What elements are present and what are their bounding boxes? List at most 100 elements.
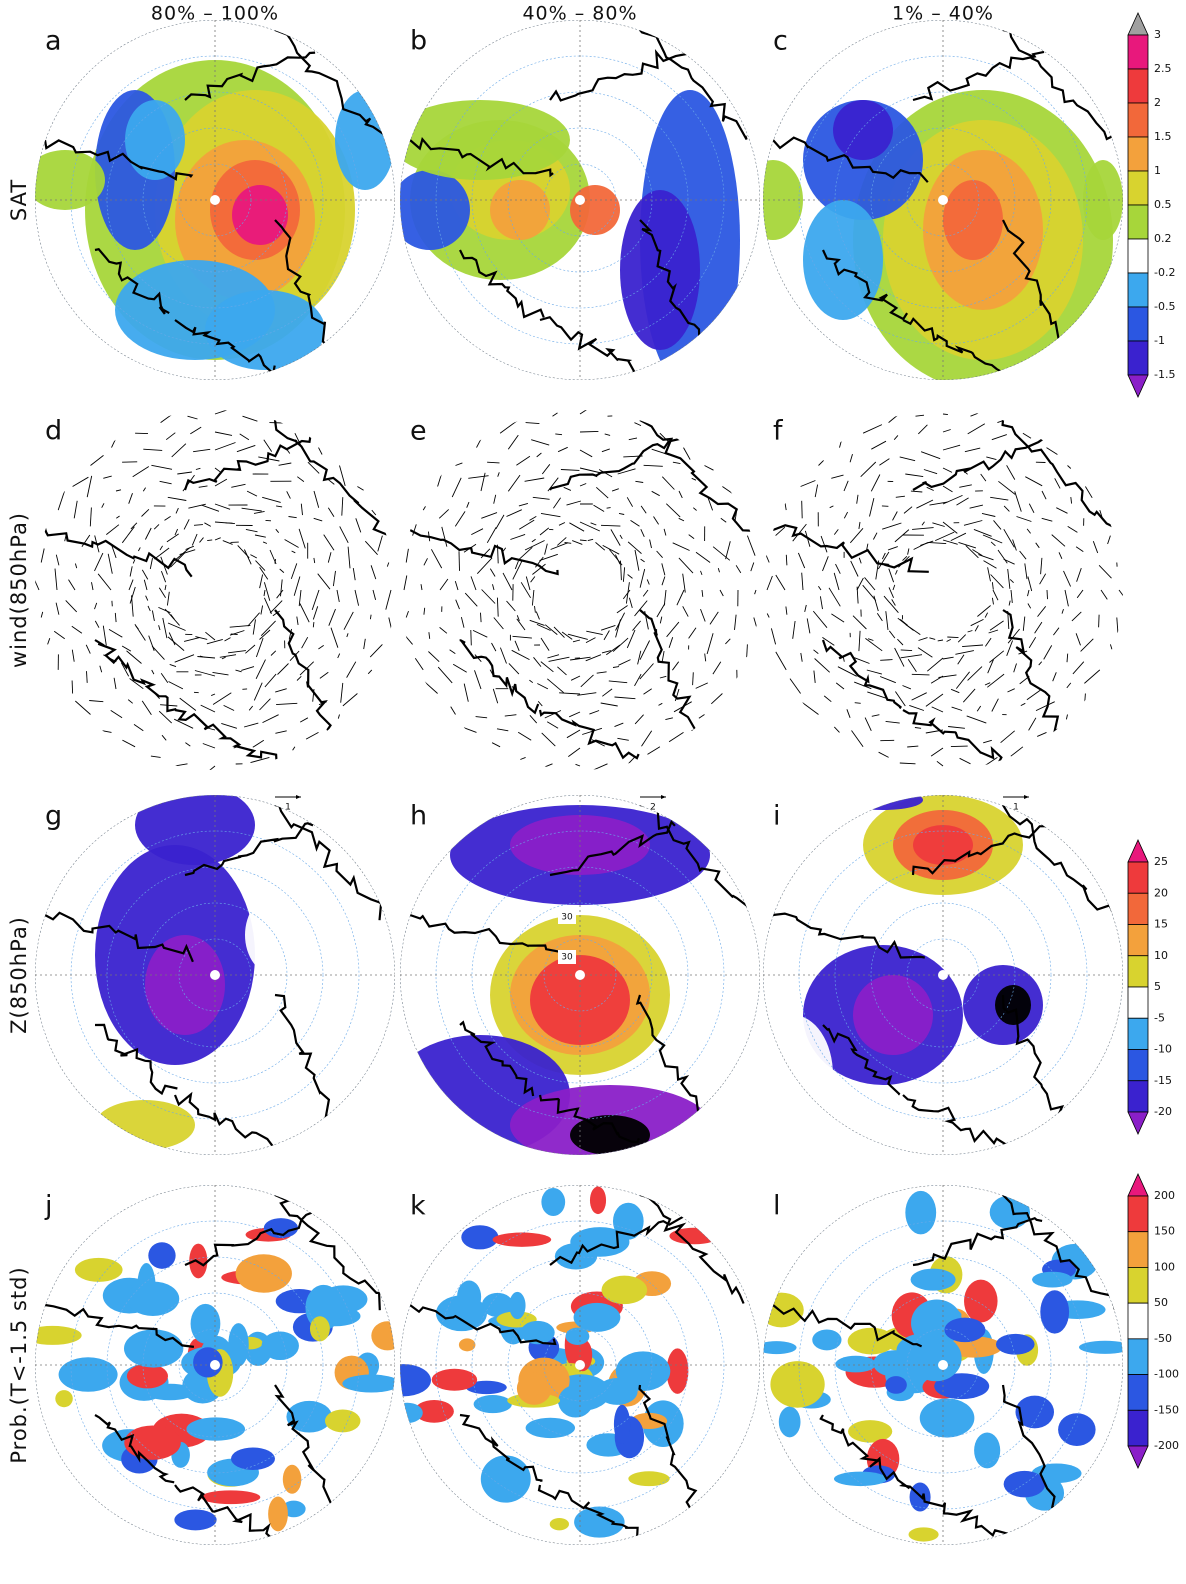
wind-vector (615, 619, 621, 638)
wind-vector (1037, 731, 1047, 737)
wind-vector (800, 480, 816, 487)
wind-vector (899, 456, 916, 462)
wind-vector (552, 412, 558, 417)
field-area (778, 1406, 801, 1438)
wind-vector (1091, 703, 1101, 712)
wind-vector (336, 589, 340, 602)
wind-vector (785, 606, 788, 615)
field-area (812, 1329, 842, 1351)
colorbar-segment (1127, 1267, 1149, 1304)
wind-vector (464, 592, 478, 607)
colorbar-segment (1127, 1409, 1149, 1447)
colorbar-segment (1127, 1231, 1149, 1268)
wind-vector (640, 505, 647, 514)
colorbar-segment (1127, 892, 1149, 925)
wind-vector (717, 452, 728, 458)
wind-vector (510, 533, 526, 540)
wind-vector (634, 673, 642, 687)
wind-vector (400, 650, 406, 664)
wind-vector (883, 399, 887, 405)
wind-vector (987, 673, 1005, 688)
wind-vector (1007, 568, 1011, 589)
wind-vector (480, 612, 482, 623)
wind-vector (865, 638, 883, 652)
wind-vector (253, 682, 263, 701)
wind-vector (1008, 600, 1011, 606)
wind-vector (169, 764, 186, 770)
wind-vector (165, 432, 176, 441)
wind-vector (932, 522, 945, 527)
wind-vector (802, 702, 819, 715)
wind-vector (1083, 693, 1086, 714)
wind-vector (926, 486, 934, 491)
wind-vector (862, 424, 883, 434)
wind-vector (887, 546, 898, 551)
wind-vector (132, 466, 150, 478)
wind-vector (214, 431, 233, 436)
wind-vector (403, 575, 408, 591)
coastline (899, 1484, 1008, 1537)
pole (210, 585, 220, 595)
wind-vector (496, 728, 509, 732)
wind-vector (150, 755, 161, 758)
field-area (35, 1325, 82, 1345)
wind-vector (1098, 614, 1100, 628)
wind-vector (371, 475, 380, 490)
wind-vector (634, 600, 648, 617)
wind-vector (94, 620, 100, 628)
field-area (601, 1275, 648, 1305)
wind-vector (981, 757, 998, 769)
wind-vector (292, 746, 296, 751)
pole (210, 195, 220, 205)
wind-vector (539, 553, 558, 562)
field-area (613, 1404, 631, 1444)
colorbar-tick-label: 1.5 (1154, 130, 1172, 143)
wind-vector (851, 730, 864, 748)
wind-vector (313, 557, 316, 564)
field-area (843, 795, 923, 810)
field-area (123, 1329, 184, 1368)
wind-vector (893, 435, 899, 440)
wind-vector (990, 496, 1009, 501)
field-area (628, 1471, 670, 1487)
colorbar-segment (1127, 1017, 1149, 1050)
wind-vector (1026, 688, 1043, 701)
colorbar-tick-label: 200 (1154, 1189, 1175, 1202)
wind-vector (1019, 550, 1027, 560)
wind-vector (1028, 503, 1035, 514)
field-area (286, 1400, 333, 1433)
wind-vector (722, 486, 734, 495)
wind-vector (77, 448, 80, 453)
wind-vector (751, 613, 754, 620)
contour-label: 30 (561, 913, 573, 923)
colorbar-tick-label: 0.5 (1154, 198, 1172, 211)
map-panel (751, 399, 1123, 770)
wind-vector (199, 537, 204, 543)
wind-vector (612, 666, 620, 668)
colorbar-tick-label: -0.2 (1154, 266, 1175, 279)
wind-vector (536, 452, 542, 458)
pole (210, 970, 220, 980)
wind-vector (1119, 649, 1123, 666)
wind-vector (1114, 678, 1117, 684)
wind-vector (487, 461, 500, 464)
wind-vector (970, 618, 984, 627)
wind-vector (854, 415, 862, 418)
pole (210, 1360, 220, 1370)
wind-vector (541, 732, 556, 747)
field-area (235, 1254, 292, 1293)
wind-vector (250, 756, 270, 764)
coastline (822, 249, 909, 321)
panel-letter: a (45, 26, 62, 57)
field-area (989, 1195, 1030, 1230)
colorbar-end (1127, 839, 1149, 863)
wind-vector (328, 608, 336, 626)
wind-vector (544, 710, 562, 719)
wind-vector (278, 462, 292, 466)
wind-vector (883, 595, 899, 613)
coastline (274, 1384, 335, 1522)
wind-vector (514, 640, 520, 651)
wind-vector (634, 422, 642, 427)
wind-vector (572, 540, 583, 545)
map-panel (35, 20, 395, 380)
